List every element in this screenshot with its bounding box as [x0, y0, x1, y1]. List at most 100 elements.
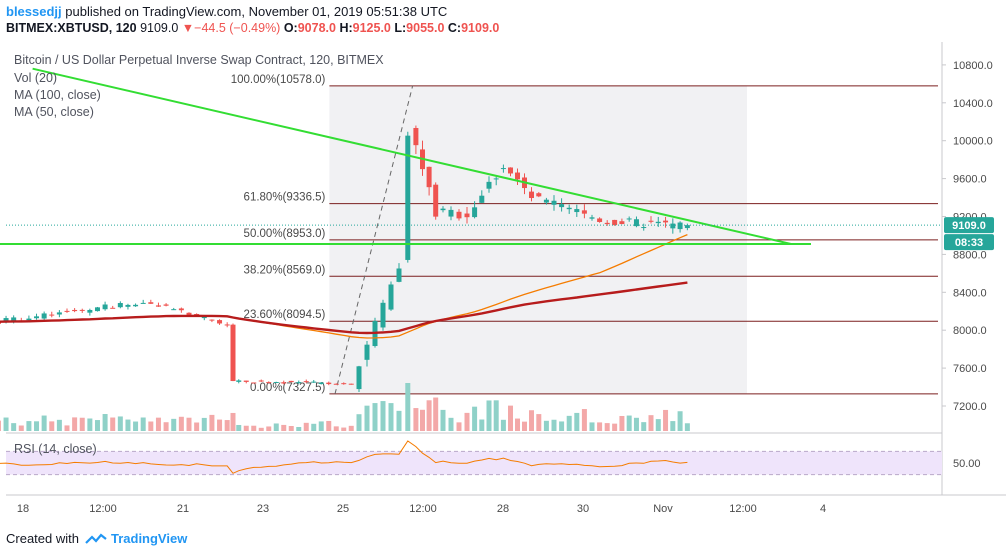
candle-body [209, 319, 215, 321]
price-change: −44.5 (−0.49%) [194, 21, 281, 35]
volume-bar [34, 421, 40, 431]
volume-bar [258, 427, 264, 431]
candle-body [589, 217, 595, 219]
candle-body [303, 381, 309, 383]
ma100-line [0, 281, 688, 335]
candle-body [529, 191, 534, 199]
volume-bar [102, 414, 108, 431]
volume-bar [515, 418, 520, 431]
close-value: 9109.0 [461, 21, 500, 35]
candle-body [94, 307, 100, 312]
volume-bar [508, 405, 513, 431]
volume-bar [318, 421, 324, 431]
candle-body [348, 383, 354, 385]
candle-body [11, 317, 17, 322]
candle-body [125, 304, 131, 307]
candle-body [333, 383, 339, 385]
high-label: H: [339, 21, 353, 35]
candle-body [133, 304, 139, 307]
candle-body [341, 383, 347, 385]
candle-body [3, 318, 9, 323]
tradingview-brand[interactable]: TradingView [110, 531, 188, 546]
volume-bar [604, 423, 610, 431]
legend-vol[interactable]: Vol (20) [14, 71, 58, 85]
candle-body [663, 220, 669, 223]
candle-body [178, 308, 184, 311]
candle-body [486, 181, 492, 189]
volume-bar [448, 417, 454, 431]
candle-body [163, 304, 169, 306]
volume-bar [110, 417, 116, 431]
volume-bar [171, 418, 177, 431]
volume-bar [581, 409, 587, 431]
volume-bar [663, 409, 669, 431]
volume-bar [472, 406, 478, 431]
candle-body [648, 220, 654, 222]
candle-body [34, 316, 40, 319]
price-tick-label: 9600.0 [953, 174, 987, 186]
volume-bar [486, 400, 492, 431]
candle-body [171, 309, 177, 311]
volume-bar [405, 383, 411, 431]
volume-bar [655, 419, 661, 431]
volume-bar [18, 425, 24, 431]
price-tick-label: 10800.0 [953, 60, 993, 72]
volume-bar [396, 410, 402, 431]
volume-bar [529, 410, 534, 431]
volume-bar [433, 397, 439, 431]
volume-bar [0, 420, 1, 431]
fib-level-label: 61.80%(9336.5) [244, 192, 326, 204]
legend-ma50[interactable]: MA (50, close) [14, 105, 94, 119]
volume-bar [311, 423, 317, 431]
candle-body [364, 344, 370, 360]
time-tick-label: 4 [820, 503, 826, 515]
volume-bar [388, 403, 394, 431]
time-tick-label: 12:00 [89, 503, 117, 515]
volume-bar [11, 423, 17, 431]
candle-body [273, 382, 279, 384]
candle-body [380, 302, 386, 328]
volume-bar [26, 421, 32, 431]
last-price-badge-label: 9109.0 [952, 220, 986, 232]
candle-body [217, 320, 223, 324]
candle-body [677, 222, 683, 230]
candle-body [493, 178, 499, 180]
volume-bar [94, 420, 100, 431]
created-with-text: Created with [6, 531, 79, 546]
descending-resistance-line[interactable] [32, 67, 792, 245]
volume-bar [125, 419, 131, 431]
time-tick-label: 28 [497, 503, 509, 515]
volume-bar [420, 409, 425, 431]
volume-bar [148, 421, 154, 431]
time-tick-label: Nov [653, 503, 673, 515]
legend-ma100[interactable]: MA (100, close) [14, 88, 101, 102]
volume-bar [133, 421, 139, 431]
volume-bar [684, 423, 690, 431]
volume-bar [230, 412, 236, 431]
volume-bar [597, 422, 603, 431]
candle-body [243, 380, 249, 382]
volume-bar [440, 409, 446, 431]
volume-bar [49, 421, 55, 431]
volume-bar [209, 414, 215, 431]
candle-body [117, 303, 123, 308]
price-tick-label: 7200.0 [953, 401, 987, 413]
fib-retracement-handle [334, 85, 414, 395]
legend-rsi[interactable]: RSI (14, close) [14, 442, 97, 456]
author-name[interactable]: blessedjj [6, 4, 62, 19]
close-label: C: [447, 21, 462, 35]
candle-body [396, 268, 402, 282]
volume-bar [522, 421, 527, 431]
rsi-tick-label: 50.00 [953, 458, 981, 470]
candle-body [479, 195, 485, 203]
candle-body [72, 309, 78, 312]
volume-bar [56, 419, 62, 431]
candle-body [56, 312, 62, 315]
candle-body [566, 207, 572, 210]
candle-body [266, 382, 272, 384]
candle-body [251, 382, 257, 384]
price-tick-label: 10400.0 [953, 98, 993, 110]
volume-bar [79, 417, 85, 431]
price-tick-label: 8400.0 [953, 287, 987, 299]
